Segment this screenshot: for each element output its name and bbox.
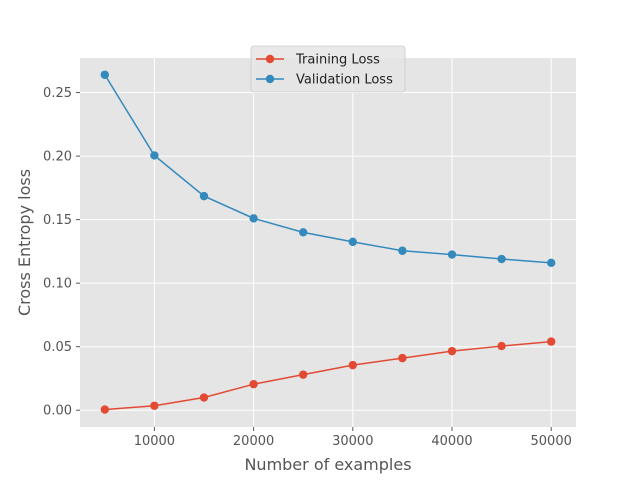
training-loss-point: [398, 353, 407, 363]
x-tick-label: 10000: [134, 434, 175, 449]
x-tick-label: 20000: [233, 434, 274, 449]
x-axis-ticks: 10000 20000 30000 40000 50000: [134, 427, 572, 449]
legend-box: [250, 45, 406, 93]
validation-loss-point: [299, 228, 308, 237]
training-loss-point: [447, 346, 457, 356]
validation-loss-point: [100, 70, 110, 79]
y-tick-label: 0.25: [43, 86, 72, 101]
y-tick-label: 0.15: [43, 213, 72, 228]
training-loss-point: [348, 360, 357, 370]
training-loss-point: [100, 405, 110, 414]
y-axis-ticks: 0.00 0.05 0.10 0.15 0.20 0.25: [43, 86, 80, 419]
training-loss-point: [249, 379, 258, 389]
validation-loss-point: [547, 258, 556, 268]
validation-loss-point: [398, 246, 407, 255]
series-group: [100, 70, 556, 414]
y-tick-label: 0.10: [43, 277, 72, 292]
y-tick-label: 0.20: [43, 150, 72, 165]
y-tick-label: 0.00: [43, 404, 72, 419]
training-loss-line: [104, 340, 552, 411]
legend-training-loss-label: Training Loss: [295, 53, 380, 68]
training-loss-point: [547, 337, 556, 346]
validation-loss-point: [199, 191, 209, 201]
plot-background: [80, 58, 576, 427]
validation-loss-point: [150, 151, 159, 160]
y-axis-label: Cross Entropy loss: [15, 169, 34, 316]
y-tick-label: 0.05: [43, 340, 72, 355]
legend-validation-loss-marker: [265, 74, 275, 84]
training-loss-point: [497, 341, 506, 351]
x-tick-label: 40000: [431, 434, 472, 449]
legend-validation-loss-label: Validation Loss: [296, 73, 393, 88]
validation-loss-line: [104, 74, 552, 264]
validation-loss-point: [497, 254, 506, 264]
training-loss-point: [150, 401, 159, 410]
x-tick-label: 30000: [332, 434, 373, 449]
training-loss-point: [299, 370, 308, 379]
validation-loss-point: [447, 250, 457, 259]
validation-loss-point: [348, 237, 357, 247]
x-tick-label: 50000: [531, 434, 572, 449]
legend-training-loss-marker: [265, 54, 275, 64]
x-axis-label: Number of examples: [244, 455, 411, 474]
training-loss-point: [199, 393, 209, 402]
validation-loss-point: [249, 214, 258, 223]
legend: Training Loss Validation Loss: [250, 45, 406, 93]
